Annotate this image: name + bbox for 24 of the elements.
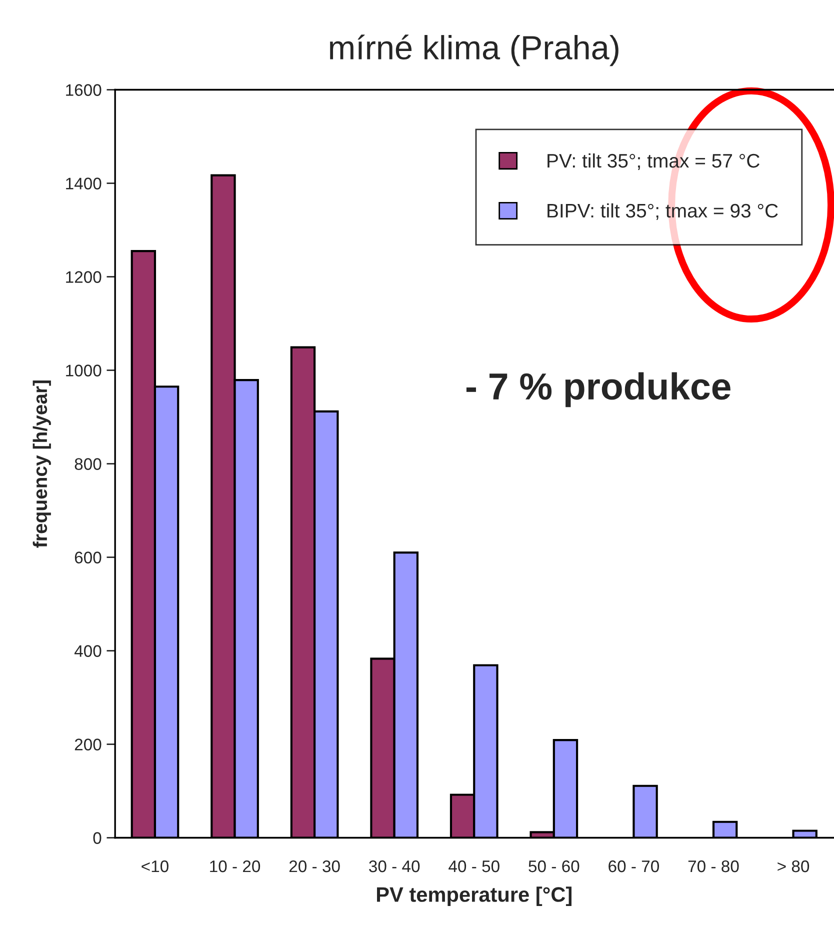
y-tick-label: 200 — [74, 738, 102, 750]
annotation: - 7 % produkce — [466, 372, 730, 408]
x-tick-label: <10 — [142, 860, 168, 872]
legend-label: PV: tilt 35°; tmax = 57 °C — [548, 153, 760, 170]
x-tick-label: 10 - 20 — [210, 860, 260, 872]
y-tick-label: 0 — [93, 832, 102, 844]
x-tick-label: > 80 — [778, 860, 810, 872]
x-tick-label: 30 - 40 — [369, 860, 420, 872]
legend-label: BIPV: tilt 35°; tmax = 93 °C — [548, 203, 778, 220]
y-tick-label: 1600 — [66, 84, 102, 96]
x-tick-label: 40 - 50 — [448, 860, 500, 872]
y-tick-label: 1200 — [66, 271, 102, 283]
x-axis-title: PV temperature [°C] — [377, 886, 572, 906]
x-tick-label: 60 - 70 — [608, 860, 659, 872]
y-tick-label: 800 — [74, 458, 102, 470]
y-tick-label: 1000 — [66, 364, 102, 376]
y-axis-title: frequency [h/year] — [32, 380, 51, 548]
x-tick-label: 50 - 60 — [528, 860, 580, 872]
x-tick-label: 20 - 30 — [289, 860, 340, 872]
x-tick-label: 70 - 80 — [688, 860, 739, 872]
y-tick-label: 400 — [74, 645, 102, 657]
chart-title: mírné klima (Praha) — [330, 34, 618, 66]
y-tick-label: 600 — [74, 552, 102, 564]
y-tick-label: 1400 — [66, 178, 102, 190]
